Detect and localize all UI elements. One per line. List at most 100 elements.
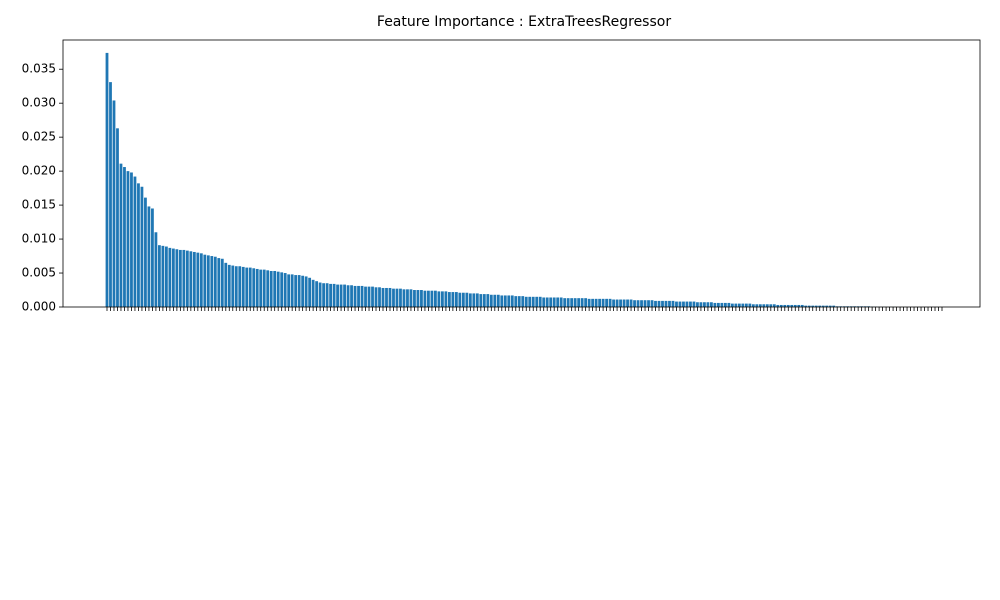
bar: [636, 300, 640, 307]
bar: [500, 295, 504, 307]
bar: [140, 186, 144, 307]
bar: [217, 258, 221, 307]
bar: [413, 290, 416, 307]
bar: [633, 300, 636, 307]
bar: [765, 304, 769, 307]
bar: [315, 281, 319, 307]
bar: [308, 277, 312, 307]
y-tick-label: 0.010: [22, 232, 56, 246]
bar: [311, 279, 315, 307]
bar: [409, 289, 413, 307]
bar: [454, 292, 458, 307]
bar: [776, 304, 780, 307]
bar: [640, 300, 643, 307]
bar: [259, 269, 263, 307]
bar: [720, 302, 724, 307]
bar: [552, 297, 556, 307]
bar: [608, 298, 612, 307]
bar: [399, 288, 402, 307]
bar: [737, 303, 741, 307]
bar: [800, 304, 804, 307]
bar: [549, 297, 553, 307]
bar: [364, 286, 367, 307]
bar: [723, 302, 727, 307]
bar: [185, 250, 189, 307]
bar: [517, 296, 521, 307]
bar: [486, 294, 490, 307]
y-tick-label: 0.000: [22, 300, 56, 314]
bar: [748, 303, 752, 307]
bar: [793, 304, 797, 307]
bar: [206, 255, 210, 307]
bar: [322, 283, 326, 307]
bar: [126, 171, 130, 307]
bar: [248, 267, 252, 307]
bar: [510, 295, 514, 307]
bar: [388, 287, 392, 307]
bar: [329, 283, 332, 307]
bar: [105, 52, 109, 307]
bar: [661, 300, 664, 307]
bar: [336, 284, 339, 307]
bar: [171, 248, 175, 307]
bar: [556, 297, 560, 307]
bar: [668, 300, 671, 307]
bar: [786, 304, 790, 307]
bar: [241, 266, 245, 307]
bar: [360, 285, 364, 307]
bar: [245, 267, 249, 307]
bar: [657, 300, 661, 307]
bar: [675, 301, 678, 307]
bar: [706, 302, 710, 307]
bar: [346, 285, 350, 307]
bar: [280, 272, 284, 307]
bar: [612, 299, 615, 307]
bar: [489, 294, 493, 307]
bar: [371, 286, 374, 307]
bar: [818, 305, 822, 307]
bar: [475, 293, 479, 307]
bar: [119, 163, 123, 307]
bar: [381, 287, 385, 307]
bar: [503, 295, 507, 307]
bar: [402, 289, 406, 307]
bar: [507, 295, 511, 307]
bar: [301, 275, 305, 307]
bar: [584, 298, 588, 307]
bar: [213, 256, 217, 307]
bar: [385, 287, 388, 307]
bar: [420, 290, 423, 307]
bar: [161, 245, 165, 307]
bar: [434, 290, 437, 307]
bar: [374, 287, 378, 307]
bar: [650, 300, 654, 307]
bar: [196, 252, 200, 307]
bar: [273, 270, 277, 307]
y-tick-label: 0.035: [22, 62, 56, 76]
bar: [178, 249, 182, 307]
bar: [451, 292, 455, 307]
bar: [797, 304, 801, 307]
bar: [189, 251, 193, 307]
bar: [350, 285, 353, 307]
bar: [441, 291, 444, 307]
bar: [147, 206, 151, 307]
bar: [378, 287, 381, 307]
bar: [828, 305, 832, 307]
y-tick-label: 0.030: [22, 96, 56, 110]
bar: [804, 305, 808, 307]
bar: [779, 304, 783, 307]
plot-frame: [62, 39, 981, 308]
bar: [696, 302, 699, 307]
bar: [287, 274, 291, 307]
bar: [234, 266, 238, 307]
bar: [444, 291, 448, 307]
bar: [304, 276, 308, 307]
bar: [151, 208, 154, 307]
bar: [112, 100, 116, 307]
bar: [762, 304, 766, 307]
bar: [137, 183, 140, 307]
bar: [192, 251, 196, 307]
bar: [437, 291, 441, 307]
y-tick-label: 0.020: [22, 164, 56, 178]
